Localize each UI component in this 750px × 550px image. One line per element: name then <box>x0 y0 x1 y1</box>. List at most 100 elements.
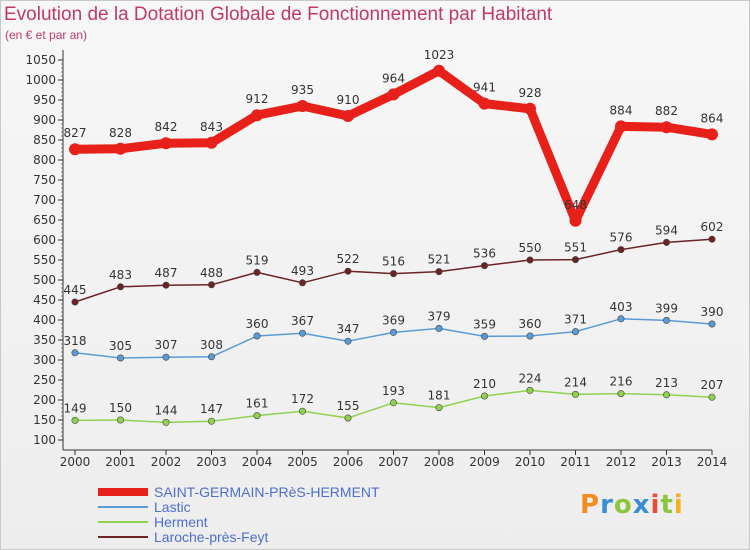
y-tick-label: 300 <box>33 353 56 367</box>
x-tick-label: 2003 <box>196 455 227 469</box>
data-label: 1023 <box>424 48 455 62</box>
data-point <box>435 268 443 276</box>
data-point <box>117 416 125 424</box>
data-point <box>433 64 445 77</box>
data-label: 318 <box>64 334 87 348</box>
y-tick-label: 250 <box>33 373 56 387</box>
data-point <box>480 332 488 340</box>
proxiti-logo: Proxiti <box>580 490 684 520</box>
legend-swatch <box>98 505 148 508</box>
y-tick-label: 1000 <box>25 73 56 87</box>
data-label: 536 <box>473 247 496 261</box>
data-label: 214 <box>564 375 587 389</box>
data-point <box>298 407 306 415</box>
data-point <box>571 328 579 336</box>
data-point <box>617 390 625 398</box>
data-point <box>71 298 79 306</box>
y-tick-label: 800 <box>33 153 56 167</box>
x-tick-label: 2013 <box>651 455 682 469</box>
data-label: 308 <box>200 338 223 352</box>
data-point <box>526 386 534 394</box>
data-point <box>71 416 79 424</box>
data-label: 483 <box>109 268 132 282</box>
legend-item: Laroche-près-Feyt <box>98 528 380 545</box>
legend-swatch <box>98 520 148 523</box>
data-label: 648 <box>564 198 587 212</box>
data-point <box>615 120 627 133</box>
data-point <box>617 315 625 323</box>
data-point <box>253 412 261 420</box>
y-tick-label: 650 <box>33 213 56 227</box>
data-point <box>205 136 218 149</box>
y-tick-label: 900 <box>33 113 56 127</box>
data-label: 827 <box>64 126 87 140</box>
data-point <box>208 353 216 361</box>
x-tick-label: 2001 <box>105 455 136 469</box>
data-point <box>208 281 216 289</box>
legend-swatch <box>98 535 148 538</box>
data-point <box>526 332 534 340</box>
data-label: 193 <box>382 384 405 398</box>
data-point <box>253 268 261 276</box>
data-label: 224 <box>519 371 542 385</box>
data-point <box>660 121 673 134</box>
data-point <box>524 102 536 115</box>
data-label: 210 <box>473 377 496 391</box>
data-point <box>251 109 263 122</box>
data-point <box>706 128 718 141</box>
data-point <box>387 88 400 101</box>
x-tick-label: 2007 <box>378 455 409 469</box>
y-tick-label: 400 <box>33 313 56 327</box>
data-point <box>617 246 625 254</box>
data-label: 576 <box>610 231 633 245</box>
data-point <box>71 349 79 357</box>
data-point <box>708 235 716 243</box>
data-point <box>571 256 579 264</box>
data-label: 207 <box>701 378 724 392</box>
y-tick-label: 550 <box>33 253 56 267</box>
x-tick-label: 2014 <box>697 455 728 469</box>
x-tick-label: 2009 <box>469 455 500 469</box>
data-point <box>117 283 125 291</box>
data-point <box>253 332 261 340</box>
data-label: 399 <box>655 301 678 315</box>
data-point <box>478 97 491 110</box>
data-point <box>480 262 488 270</box>
data-label: 360 <box>246 317 269 331</box>
data-label: 928 <box>519 86 542 100</box>
data-label: 912 <box>246 92 269 106</box>
legend: SAINT-GERMAIN-PRèS-HERMENT Lastic Herment L… <box>98 484 380 545</box>
data-point <box>162 418 170 426</box>
data-point <box>342 110 354 122</box>
data-label: 347 <box>337 322 360 336</box>
data-label: 594 <box>655 223 678 237</box>
data-point <box>114 142 127 155</box>
data-label: 828 <box>109 126 132 140</box>
y-tick-label: 850 <box>33 133 56 147</box>
x-tick-label: 2006 <box>333 455 364 469</box>
data-point <box>708 393 716 401</box>
x-tick-label: 2008 <box>424 455 455 469</box>
data-point <box>162 281 170 289</box>
data-label: 181 <box>428 389 451 403</box>
data-label: 147 <box>200 402 223 416</box>
y-tick-label: 750 <box>33 173 56 187</box>
y-tick-label: 700 <box>33 193 56 207</box>
y-tick-label: 100 <box>33 433 56 447</box>
data-label: 161 <box>246 397 269 411</box>
legend-label: Laroche-près-Feyt <box>154 528 269 545</box>
data-label: 910 <box>337 93 360 107</box>
data-point <box>298 279 306 287</box>
y-tick-label: 500 <box>33 273 56 287</box>
y-tick-label: 200 <box>33 393 56 407</box>
data-point <box>162 353 170 361</box>
data-label: 360 <box>519 317 542 331</box>
data-point <box>389 270 397 278</box>
x-tick-label: 2010 <box>515 455 546 469</box>
data-point <box>480 392 488 400</box>
data-point <box>662 316 670 324</box>
data-point <box>708 320 716 328</box>
data-label: 359 <box>473 317 496 331</box>
data-label: 521 <box>428 253 451 267</box>
